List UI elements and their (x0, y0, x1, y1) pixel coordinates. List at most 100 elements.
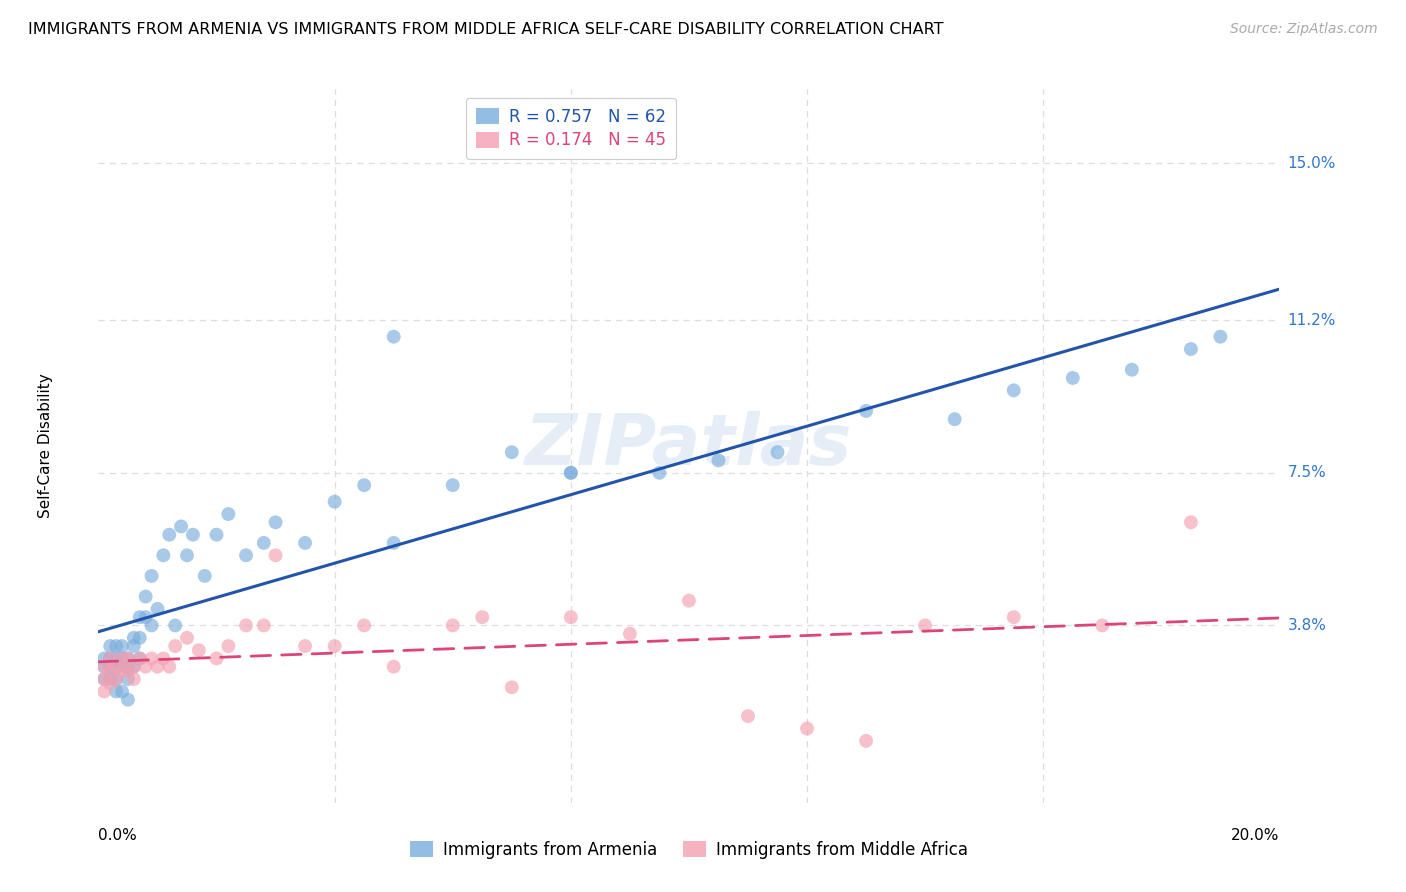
Point (294, 536, 316, 550)
Point (128, 610, 150, 624)
Text: 0.0%: 0.0% (98, 828, 138, 843)
Point (707, 453, 730, 467)
Point (122, 639, 145, 653)
Text: 3.8%: 3.8% (1288, 618, 1327, 633)
Point (111, 639, 134, 653)
Point (93, 672, 115, 686)
Point (128, 651, 150, 665)
Point (98, 659, 121, 673)
Point (122, 672, 145, 686)
Point (128, 631, 150, 645)
Point (98, 639, 121, 653)
Point (117, 651, 139, 665)
Point (619, 626, 641, 640)
Point (105, 651, 128, 665)
Point (98, 676, 121, 690)
Point (1180, 342, 1202, 356)
Point (264, 549, 287, 563)
Point (176, 549, 198, 563)
Point (170, 519, 193, 533)
Point (766, 445, 789, 459)
Text: 20.0%: 20.0% (1232, 828, 1279, 843)
Point (141, 651, 163, 665)
Point (205, 651, 228, 665)
Point (1209, 329, 1232, 343)
Point (93, 672, 115, 686)
Point (117, 672, 139, 686)
Point (187, 643, 209, 657)
Point (98, 664, 121, 678)
Point (737, 709, 759, 723)
Point (117, 692, 139, 706)
Point (111, 684, 134, 698)
Point (501, 445, 523, 459)
Point (323, 494, 346, 508)
Point (855, 404, 877, 418)
Point (135, 610, 157, 624)
Point (111, 659, 134, 673)
Point (501, 681, 523, 695)
Point (157, 527, 180, 541)
Point (914, 618, 936, 632)
Point (181, 527, 204, 541)
Point (111, 651, 134, 665)
Point (441, 478, 464, 492)
Point (98, 651, 121, 665)
Point (165, 639, 187, 653)
Point (382, 659, 405, 673)
Point (560, 466, 582, 480)
Point (135, 659, 157, 673)
Point (235, 618, 257, 632)
Point (105, 659, 128, 673)
Point (146, 659, 169, 673)
Text: IMMIGRANTS FROM ARMENIA VS IMMIGRANTS FROM MIDDLE AFRICA SELF-CARE DISABILITY CO: IMMIGRANTS FROM ARMENIA VS IMMIGRANTS FR… (28, 22, 943, 37)
Point (1002, 610, 1025, 624)
Text: 15.0%: 15.0% (1288, 156, 1336, 171)
Point (93, 651, 115, 665)
Point (152, 549, 174, 563)
Point (105, 672, 128, 686)
Point (93, 659, 115, 673)
Point (1091, 618, 1114, 632)
Point (117, 659, 139, 673)
Point (98, 651, 121, 665)
Text: 7.5%: 7.5% (1288, 466, 1326, 480)
Point (796, 722, 818, 736)
Point (141, 569, 163, 583)
Point (105, 684, 128, 698)
Point (128, 651, 150, 665)
Point (105, 639, 128, 653)
Point (943, 412, 966, 426)
Point (855, 734, 877, 748)
Point (253, 618, 276, 632)
Point (111, 664, 134, 678)
Point (93, 659, 115, 673)
Point (1121, 362, 1143, 376)
Point (323, 639, 346, 653)
Point (217, 639, 239, 653)
Point (294, 639, 316, 653)
Point (105, 672, 128, 686)
Point (135, 590, 157, 604)
Point (122, 659, 145, 673)
Point (471, 610, 494, 624)
Point (93, 684, 115, 698)
Point (1002, 384, 1025, 398)
Point (1180, 516, 1202, 530)
Point (560, 466, 582, 480)
Point (648, 466, 671, 480)
Point (194, 569, 217, 583)
Point (122, 631, 145, 645)
Point (205, 527, 228, 541)
Point (560, 610, 582, 624)
Point (353, 618, 375, 632)
Point (117, 651, 139, 665)
Point (678, 593, 700, 607)
Point (217, 507, 239, 521)
Point (253, 536, 276, 550)
Point (1062, 371, 1084, 385)
Text: 11.2%: 11.2% (1288, 313, 1336, 327)
Point (152, 651, 174, 665)
Text: Source: ZipAtlas.com: Source: ZipAtlas.com (1230, 22, 1378, 37)
Point (117, 664, 139, 678)
